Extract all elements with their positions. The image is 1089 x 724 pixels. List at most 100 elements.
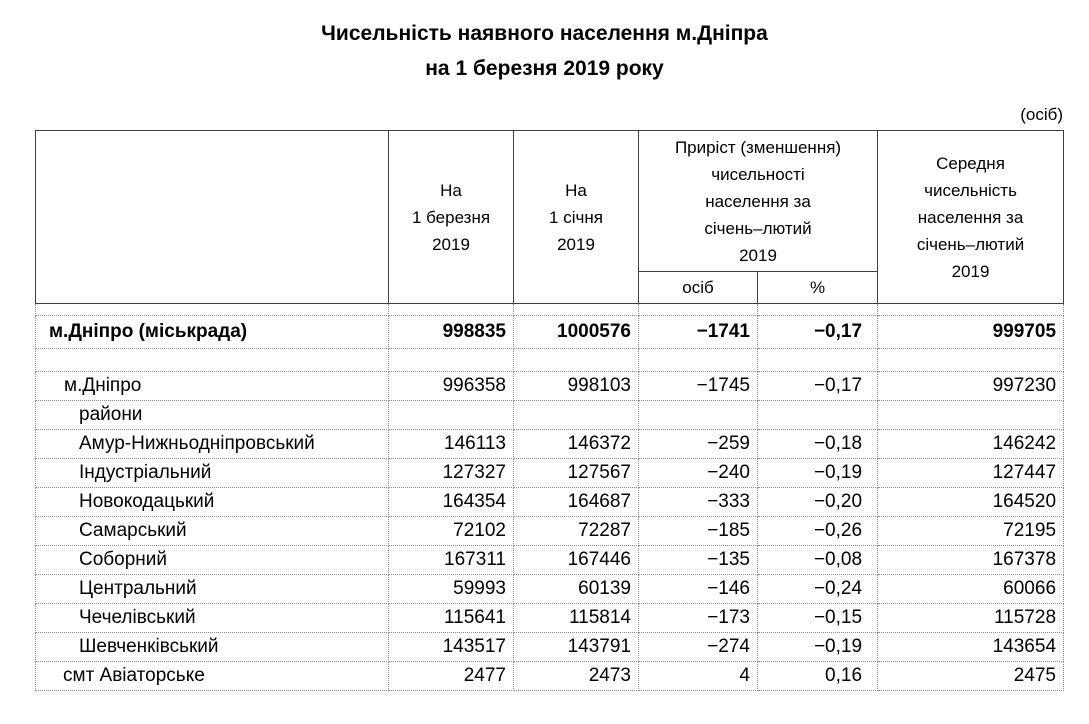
table-row: Шевченківський 143517 143791 −274 −0,19 14365… (35, 632, 1065, 662)
row-name-cell: смт Авіаторське (35, 661, 389, 691)
cell-average: 143654 (877, 632, 1065, 662)
table-row: Чечелівський 115641 115814 −173 −0,15 115728 (35, 603, 1065, 633)
header-col-january-2019: На 1 січня 2019 (513, 130, 639, 304)
cell-average: 999705 (877, 315, 1065, 349)
header-col-change: Приріст (зменшення) чисельності населенн… (637, 130, 879, 272)
table-row: Самарський 72102 72287 −185 −0,26 72195 (35, 516, 1065, 546)
cell-average (877, 303, 1065, 316)
cell-change-percent: −0,26 (756, 516, 879, 546)
header-col-average: Середня чисельність населення за січень–… (877, 130, 1065, 304)
cell-january-2019: 127567 (513, 458, 639, 488)
cell-change-persons: −274 (638, 632, 758, 662)
cell-change-percent (756, 303, 879, 316)
cell-change-persons: −146 (638, 574, 758, 604)
cell-change-percent: −0,24 (756, 574, 879, 604)
cell-march-2019: 72102 (388, 516, 514, 546)
cell-march-2019: 998835 (388, 315, 514, 349)
cell-change-persons: −173 (638, 603, 758, 633)
cell-january-2019 (513, 400, 639, 430)
population-table: На 1 березня 2019 На 1 січня 2019 Приріс… (35, 130, 1065, 691)
cell-change-persons: −1741 (638, 315, 758, 349)
table-row (35, 348, 1065, 372)
cell-change-persons: −135 (638, 545, 758, 575)
cell-change-persons (638, 303, 758, 316)
cell-january-2019: 143791 (513, 632, 639, 662)
table-row: м.Дніпро 996358 998103 −1745 −0,17 997230 (35, 371, 1065, 401)
unit-note: (осіб) (1020, 105, 1063, 124)
cell-change-percent: −0,17 (756, 315, 879, 349)
cell-change-percent: −0,17 (756, 371, 879, 401)
cell-march-2019: 164354 (388, 487, 514, 517)
cell-change-persons: −259 (638, 429, 758, 459)
header-empty-corner (35, 130, 389, 304)
table-row (35, 303, 1065, 316)
cell-january-2019: 146372 (513, 429, 639, 459)
cell-average: 115728 (877, 603, 1065, 633)
table-row: Соборний 167311 167446 −135 −0,08 167378 (35, 545, 1065, 575)
row-name-cell: Новокодацький (35, 487, 389, 517)
row-name-cell: Центральний (35, 574, 389, 604)
cell-change-persons (638, 348, 758, 372)
cell-january-2019: 164687 (513, 487, 639, 517)
row-name-cell (35, 303, 389, 316)
cell-average: 2475 (877, 661, 1065, 691)
cell-january-2019: 72287 (513, 516, 639, 546)
row-name-cell (35, 348, 389, 372)
cell-change-persons: −1745 (638, 371, 758, 401)
cell-change-persons: −240 (638, 458, 758, 488)
cell-march-2019: 127327 (388, 458, 514, 488)
cell-change-percent: 0,16 (756, 661, 879, 691)
cell-change-persons: 4 (638, 661, 758, 691)
cell-january-2019 (513, 303, 639, 316)
table-row: м.Дніпро (міськрада) 998835 1000576 −1741 −0… (35, 315, 1065, 349)
header-row-main: На 1 березня 2019 На 1 січня 2019 Приріс… (35, 130, 1065, 304)
row-name-cell: Шевченківський (35, 632, 389, 662)
row-name-cell: Самарський (35, 516, 389, 546)
cell-change-persons: −185 (638, 516, 758, 546)
header-subcol-persons: осіб (638, 271, 758, 304)
cell-march-2019: 996358 (388, 371, 514, 401)
cell-average: 997230 (877, 371, 1065, 401)
cell-change-percent: −0,20 (756, 487, 879, 517)
cell-change-persons (638, 400, 758, 430)
table-row: смт Авіаторське 2477 2473 4 0,16 2475 (35, 661, 1065, 691)
row-name-cell: м.Дніпро (35, 371, 389, 401)
table-body: м.Дніпро (міськрада) 998835 1000576 −1741 −0… (35, 303, 1065, 691)
cell-january-2019: 167446 (513, 545, 639, 575)
cell-change-percent: −0,18 (756, 429, 879, 459)
cell-march-2019: 146113 (388, 429, 514, 459)
table-row: Індустріальний 127327 127567 −240 −0,19 12744… (35, 458, 1065, 488)
cell-change-percent (756, 400, 879, 430)
cell-march-2019 (388, 348, 514, 372)
cell-march-2019: 167311 (388, 545, 514, 575)
row-name-cell: райони (35, 400, 389, 430)
cell-change-percent: −0,15 (756, 603, 879, 633)
page-title: Чисельність наявного населення м.Дніпра … (0, 16, 1089, 86)
header-col-march-2019: На 1 березня 2019 (388, 130, 514, 304)
cell-january-2019 (513, 348, 639, 372)
cell-change-percent (756, 348, 879, 372)
cell-change-percent: −0,19 (756, 632, 879, 662)
cell-january-2019: 998103 (513, 371, 639, 401)
row-name-cell: Індустріальний (35, 458, 389, 488)
cell-average (877, 348, 1065, 372)
cell-average: 72195 (877, 516, 1065, 546)
page-title-line-2: на 1 березня 2019 року (425, 57, 664, 80)
cell-march-2019 (388, 400, 514, 430)
header-row-sub: осіб % (36, 271, 1064, 304)
cell-march-2019: 2477 (388, 661, 514, 691)
table-row: Центральний 59993 60139 −146 −0,24 60066 (35, 574, 1065, 604)
page-title-line-1: Чисельність наявного населення м.Дніпра (321, 22, 768, 45)
table-row: Амур-Нижньодніпровський 146113 146372 −259−… (35, 429, 1065, 459)
table-header: На 1 березня 2019 На 1 січня 2019 Приріс… (35, 130, 1065, 304)
cell-average: 146242 (877, 429, 1065, 459)
cell-average: 60066 (877, 574, 1065, 604)
cell-march-2019: 115641 (388, 603, 514, 633)
row-name-cell: м.Дніпро (міськрада) (35, 315, 389, 349)
cell-january-2019: 2473 (513, 661, 639, 691)
cell-january-2019: 1000576 (513, 315, 639, 349)
row-name-cell: Амур-Нижньодніпровський (35, 429, 389, 459)
row-name-cell: Соборний (35, 545, 389, 575)
cell-january-2019: 60139 (513, 574, 639, 604)
table-row: райони (35, 400, 1065, 430)
